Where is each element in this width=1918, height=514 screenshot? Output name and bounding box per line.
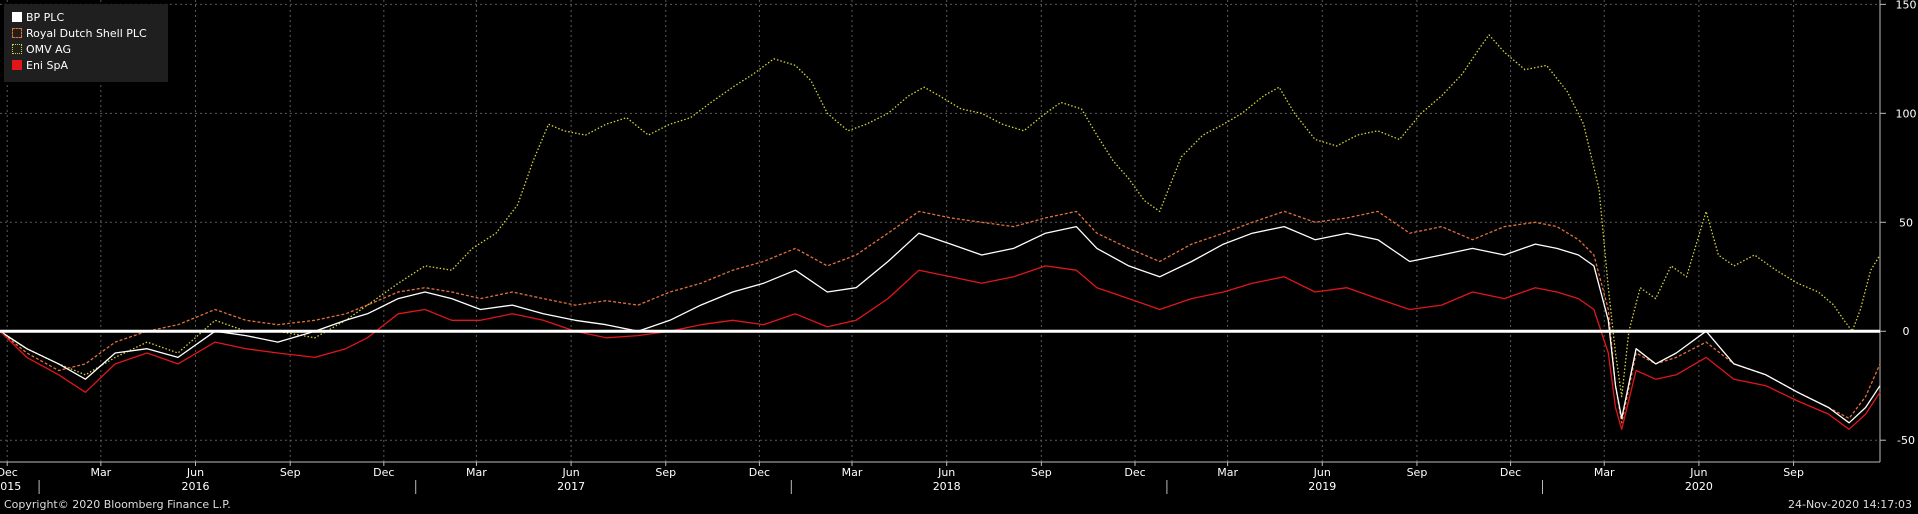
x-tick-label: Mar (1217, 466, 1238, 479)
x-tick-label: Sep (655, 466, 676, 479)
y-tick-label: -50 (1897, 434, 1915, 447)
series-line-omv-ag (0, 34, 1881, 398)
x-tick-label: Mar (842, 466, 863, 479)
y-tick-label: 100 (1896, 107, 1917, 120)
legend-swatch-shell (12, 28, 22, 38)
x-year-label: 2020 (1685, 480, 1713, 493)
x-tick-label: Dec (1500, 466, 1521, 479)
x-tick-label: Jun (1313, 466, 1331, 479)
legend: BP PLC Royal Dutch Shell PLC OMV AG Eni … (4, 4, 168, 82)
legend-label-eni: Eni SpA (26, 58, 68, 72)
x-year-label: 2015 (0, 480, 21, 493)
x-tick-label: Jun (186, 466, 204, 479)
timestamp-text: 24-Nov-2020 14:17:03 (1787, 498, 1912, 511)
legend-swatch-omv (12, 44, 22, 54)
x-tick-label: Sep (1783, 466, 1804, 479)
y-tick-label: 150 (1896, 0, 1917, 11)
x-tick-label: Jun (1689, 466, 1707, 479)
series-line-royal-dutch-shell-plc (0, 210, 1881, 424)
y-tick-label: 0 (1903, 325, 1910, 338)
legend-item-omv: OMV AG (12, 42, 71, 56)
x-tick-label: Mar (1594, 466, 1615, 479)
copyright-text: Copyright© 2020 Bloomberg Finance L.P. (4, 498, 231, 511)
legend-swatch-bp (12, 12, 22, 22)
x-tick-label: Jun (937, 466, 955, 479)
x-tick-label: Dec (373, 466, 394, 479)
x-year-label: 2018 (933, 480, 961, 493)
series-line-bp-plc (0, 225, 1881, 424)
series-line-eni-spa (0, 265, 1881, 430)
x-tick-label: Sep (1031, 466, 1052, 479)
legend-item-shell: Royal Dutch Shell PLC (12, 26, 147, 40)
legend-item-eni: Eni SpA (12, 58, 68, 72)
x-tick-label: Mar (466, 466, 487, 479)
x-year-label: 2019 (1308, 480, 1336, 493)
x-tick-label: Mar (90, 466, 111, 479)
legend-label-shell: Royal Dutch Shell PLC (26, 26, 147, 40)
x-tick-label: Sep (280, 466, 301, 479)
y-tick-label: 50 (1899, 216, 1913, 229)
legend-swatch-eni (12, 60, 22, 70)
legend-label-bp: BP PLC (26, 10, 65, 24)
x-year-label: 2017 (557, 480, 585, 493)
x-tick-label: Sep (1407, 466, 1428, 479)
legend-item-bp: BP PLC (12, 10, 64, 24)
x-tick-label: Dec (1124, 466, 1145, 479)
x-tick-label: Dec (749, 466, 770, 479)
x-tick-label: Dec (0, 466, 18, 479)
x-tick-label: Jun (562, 466, 580, 479)
legend-label-omv: OMV AG (26, 42, 72, 56)
x-year-label: 2016 (182, 480, 210, 493)
